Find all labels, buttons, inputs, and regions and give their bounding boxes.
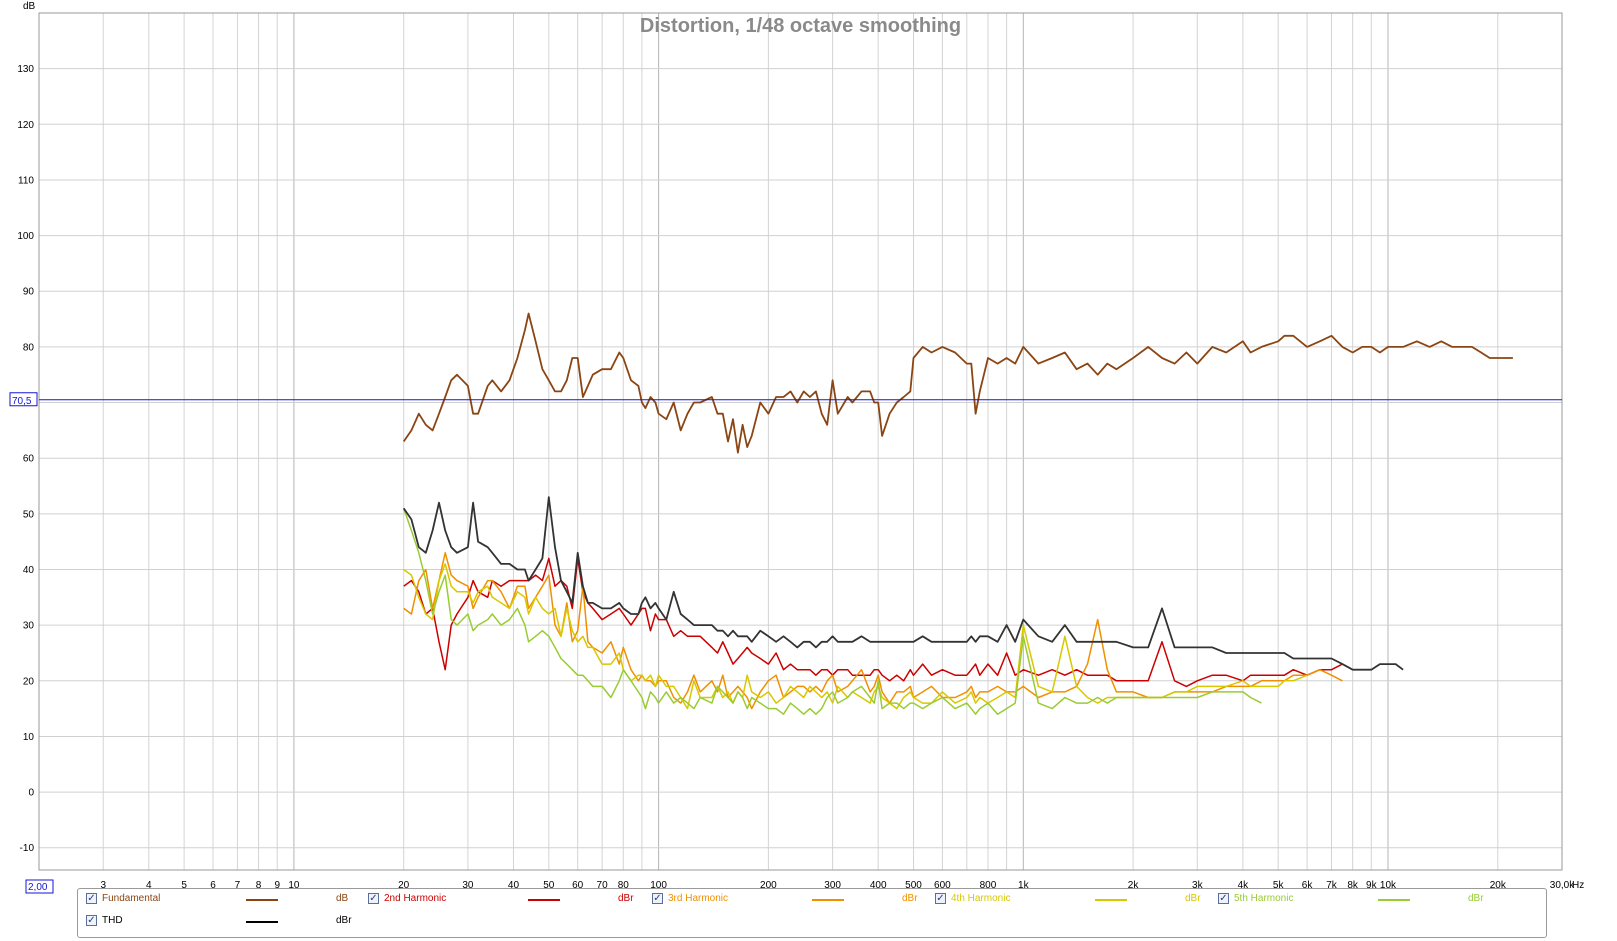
legend-item-fundamental[interactable]: ✓ Fundamental dB	[86, 892, 366, 908]
legend-swatch	[1378, 899, 1410, 901]
y-tick-label: 60	[23, 454, 35, 465]
checkbox-5th-harmonic[interactable]: ✓	[1218, 893, 1229, 904]
legend-unit: dBr	[618, 893, 634, 904]
legend-swatch	[246, 899, 278, 901]
x-tick-label: 2k	[1128, 880, 1140, 891]
x-min-readout-box[interactable]	[25, 879, 54, 894]
legend-unit: dBr	[336, 915, 352, 926]
x-tick-label: 5k	[1273, 880, 1285, 891]
y-tick-label: 90	[23, 287, 35, 298]
y-tick-label: 30	[23, 621, 35, 632]
x-tick-label: 4k	[1238, 880, 1250, 891]
checkbox-3rd-harmonic[interactable]: ✓	[652, 893, 663, 904]
legend-label: 4th Harmonic	[951, 893, 1011, 904]
series-line-4th-harmonic	[403, 563, 1308, 710]
x-tick-label: 200	[760, 880, 777, 891]
legend-unit: dBr	[902, 893, 918, 904]
x-min-readout[interactable]: 2,00	[28, 882, 48, 893]
series-line-thd	[402, 496, 1404, 671]
legend-item-3rd-harmonic[interactable]: ✓ 3rd Harmonic dBr	[652, 892, 932, 908]
x-tick-labels: 3 4 5 6 7 8 9 10 20 30 40 50 60 70 80 100 200 300 400 500 60…	[100, 880, 1575, 891]
x-tick-label: 7k	[1326, 880, 1338, 891]
x-tick-label: 10	[288, 880, 300, 891]
x-tick-label: 20k	[1490, 880, 1507, 891]
reference-readout[interactable]: 70,5	[12, 396, 32, 407]
legend-item-2nd-harmonic[interactable]: ✓ 2nd Harmonic dBr	[368, 892, 648, 908]
x-tick-label: 30,0k	[1550, 880, 1575, 891]
x-tick-label: 500	[905, 880, 922, 891]
legend-label: THD	[102, 915, 123, 926]
x-tick-label: 3k	[1192, 880, 1204, 891]
x-tick-label: 40	[508, 880, 520, 891]
y-tick-label: 130	[17, 64, 34, 75]
x-tick-label: 8k	[1347, 880, 1359, 891]
x-tick-label: 400	[870, 880, 887, 891]
legend-swatch	[1095, 899, 1127, 901]
y-tick-label: 110	[18, 175, 34, 186]
chart-title: Distortion, 1/48 octave smoothing	[640, 15, 961, 37]
x-tick-label: 5	[181, 880, 187, 891]
x-tick-label: 3	[100, 880, 106, 891]
y-tick-label: 20	[23, 676, 35, 687]
x-grid	[102, 13, 1499, 870]
series-line-5th-harmonic	[402, 508, 1262, 715]
x-tick-label: 20	[398, 880, 410, 891]
y-tick-label: 0	[28, 788, 34, 799]
y-tick-label: 100	[17, 231, 34, 242]
x-tick-label: 100	[650, 880, 667, 891]
x-unit-label: Hz	[1572, 880, 1584, 891]
checkbox-4th-harmonic[interactable]: ✓	[935, 893, 946, 904]
legend-item-4th-harmonic[interactable]: ✓ 4th Harmonic dBr	[935, 892, 1215, 908]
x-tick-label: 8	[256, 880, 262, 891]
series-line-3rd-harmonic	[403, 552, 1343, 710]
legend-unit: dB	[336, 893, 349, 904]
y-unit-label: dB	[23, 1, 36, 12]
x-tick-label: 1k	[1018, 880, 1030, 891]
legend-unit: dBr	[1185, 893, 1201, 904]
x-tick-label: 30	[462, 880, 474, 891]
legend-item-thd[interactable]: ✓ THD dBr	[86, 914, 366, 930]
x-tick-label: 9	[274, 880, 280, 891]
x-tick-label: 60	[572, 880, 584, 891]
x-tick-label: 600	[934, 880, 951, 891]
legend-label: 3rd Harmonic	[668, 893, 729, 904]
x-tick-label: 4	[146, 880, 152, 891]
legend-item-5th-harmonic[interactable]: ✓ 5th Harmonic dBr	[1218, 892, 1498, 908]
x-tick-label: 6k	[1302, 880, 1314, 891]
x-tick-label: 800	[980, 880, 997, 891]
checkbox-fundamental[interactable]: ✓	[86, 893, 97, 904]
y-tick-labels: -100102030405060708090100110120130	[17, 64, 34, 854]
x-tick-label: 6	[210, 880, 216, 891]
plot-frame	[38, 12, 1563, 871]
y-tick-label: 40	[23, 565, 35, 576]
checkbox-thd[interactable]: ✓	[86, 915, 97, 926]
y-tick-label: 50	[23, 509, 35, 520]
x-tick-label: 50	[543, 880, 555, 891]
x-tick-label: 10k	[1380, 880, 1397, 891]
x-tick-label: 80	[618, 880, 630, 891]
y-tick-label: 10	[23, 732, 35, 743]
y-grid	[39, 68, 1562, 849]
legend-swatch	[812, 899, 844, 901]
y-tick-label: -10	[20, 843, 35, 854]
x-tick-label: 7	[235, 880, 241, 891]
legend: ✓ Fundamental dB ✓ 2nd Harmonic dBr ✓ 3r…	[77, 888, 1547, 938]
x-tick-label: 70	[597, 880, 609, 891]
x-tick-label: 300	[824, 880, 841, 891]
checkbox-2nd-harmonic[interactable]: ✓	[368, 893, 379, 904]
legend-swatch	[528, 899, 560, 901]
legend-swatch	[246, 921, 278, 923]
legend-label: 5th Harmonic	[1234, 893, 1294, 904]
legend-label: Fundamental	[102, 893, 161, 904]
y-tick-label: 120	[17, 120, 34, 131]
reference-readout-box[interactable]	[9, 392, 38, 407]
series-lines	[402, 312, 1513, 715]
legend-unit: dBr	[1468, 893, 1484, 904]
legend-label: 2nd Harmonic	[384, 893, 447, 904]
y-tick-label: 80	[23, 342, 35, 353]
x-tick-label: 9k	[1366, 880, 1378, 891]
series-line-fundamental	[402, 312, 1513, 454]
series-line-2nd-harmonic	[403, 557, 1343, 688]
